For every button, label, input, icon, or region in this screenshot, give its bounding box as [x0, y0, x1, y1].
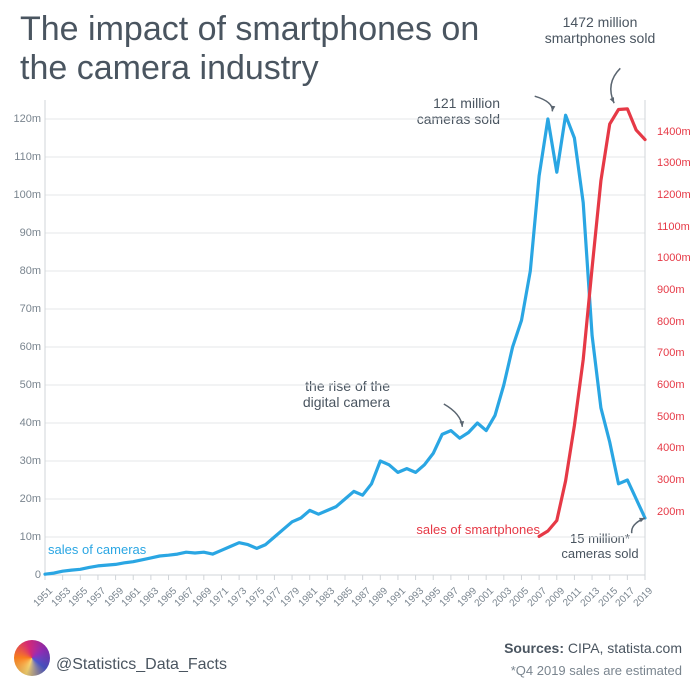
social-handle: @Statistics_Data_Facts — [56, 656, 227, 674]
x-axis-labels: 1951195319551957195919611963196519671969… — [45, 582, 645, 622]
footnote: *Q4 2019 sales are estimated — [511, 663, 682, 678]
chart-svg — [45, 100, 645, 575]
instagram-logo-icon — [14, 640, 50, 676]
chart-plot-area — [45, 100, 645, 575]
footer: @Statistics_Data_Facts Sources: CIPA, st… — [0, 630, 700, 690]
y-left-axis-labels: 010m20m30m40m50m60m70m80m90m100m110m120m — [5, 100, 45, 575]
sources-label: Sources: — [504, 640, 564, 656]
callout-smartphone-peak: 1472 million smartphones sold — [535, 14, 665, 46]
sources-text: CIPA, statista.com — [568, 640, 682, 656]
chart-title: The impact of smartphones on the camera … — [20, 10, 480, 88]
sources-line: Sources: CIPA, statista.com — [504, 640, 682, 656]
y-right-axis-labels: 200m300m400m500m600m700m800m900m1000m110… — [653, 100, 698, 575]
